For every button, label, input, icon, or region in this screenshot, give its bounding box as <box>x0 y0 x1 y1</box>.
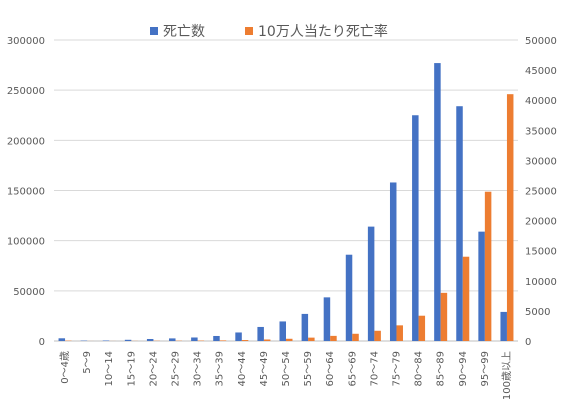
bar-deaths <box>146 338 154 341</box>
category-label: 85～89 <box>436 351 447 386</box>
bar-death-rate <box>286 338 293 341</box>
bar-death-rate <box>352 333 359 341</box>
bar-deaths <box>389 182 397 341</box>
bar-deaths <box>279 321 286 341</box>
right-tick-label: 5000 <box>525 307 550 318</box>
category-label: 5～9 <box>82 351 93 374</box>
left-tick-label: 300000 <box>7 36 45 47</box>
bar-deaths <box>456 106 463 341</box>
bar-deaths <box>235 332 242 341</box>
category-label: 50～54 <box>281 351 292 386</box>
category-label: 90～94 <box>458 351 469 386</box>
bar-death-rate <box>418 315 426 341</box>
right-tick-label: 35000 <box>525 126 557 137</box>
left-tick-label: 0 <box>39 337 45 348</box>
right-axis-ticks: 0 5000 10000 15000 20000 25000 30000 35000 40000… <box>525 36 557 348</box>
bar-deaths <box>124 339 132 341</box>
category-label: 65～69 <box>347 351 358 386</box>
right-tick-label: 25000 <box>525 187 557 198</box>
legend: 死亡数 10万人当たり死亡率 <box>150 23 388 40</box>
bar-deaths <box>257 326 264 341</box>
left-tick-label: 100000 <box>7 237 45 248</box>
bar-deaths <box>213 335 220 341</box>
left-axis-ticks: 0 50000 100000 150000 200000 250000 300000 <box>7 36 45 348</box>
right-tick-label: 10000 <box>525 277 557 288</box>
bar-deaths <box>434 63 441 342</box>
category-label: 60～64 <box>325 351 336 386</box>
legend-swatch-death-rate <box>245 27 253 35</box>
bar-death-rate <box>241 340 249 341</box>
category-label: 80～84 <box>414 351 425 386</box>
bar-death-rate <box>330 335 337 341</box>
legend-label-deaths: 死亡数 <box>163 24 205 40</box>
category-label: 0～4歳 <box>59 351 71 384</box>
category-label: 95～99 <box>480 351 491 386</box>
category-label: 15～19 <box>126 351 137 386</box>
bar-deaths <box>58 338 66 341</box>
category-label: 25～29 <box>171 351 182 386</box>
category-label: 55～59 <box>303 351 314 386</box>
legend-label-death-rate: 10万人当たり死亡率 <box>258 23 388 40</box>
bar-death-rate <box>374 330 381 341</box>
right-tick-label: 20000 <box>525 217 557 228</box>
category-label: 100歳以上 <box>501 351 513 400</box>
bar-deaths <box>412 115 419 341</box>
bar-death-rate <box>263 339 271 341</box>
bar-death-rate <box>308 337 315 341</box>
left-tick-label: 200000 <box>7 136 45 147</box>
bars <box>58 63 514 342</box>
right-tick-label: 40000 <box>525 96 557 107</box>
right-tick-label: 15000 <box>525 247 557 258</box>
bar-death-rate <box>462 256 470 341</box>
category-label: 10～14 <box>104 351 115 386</box>
right-tick-label: 0 <box>525 337 531 348</box>
category-label: 20～24 <box>148 351 159 386</box>
right-tick-label: 30000 <box>525 156 557 167</box>
right-tick-label: 45000 <box>525 66 557 77</box>
bar-deaths <box>169 338 176 341</box>
bar-death-rate <box>396 325 403 341</box>
bar-death-rate <box>506 94 514 342</box>
category-label: 75～79 <box>391 351 402 386</box>
bar-deaths <box>478 231 485 341</box>
category-label: 30～34 <box>193 351 204 386</box>
category-label: 35～39 <box>215 351 226 386</box>
bar-death-rate <box>484 191 492 341</box>
bar-deaths <box>323 297 331 341</box>
bar-deaths <box>102 340 110 341</box>
left-tick-label: 50000 <box>13 287 45 298</box>
category-label: 70～74 <box>369 351 380 386</box>
category-label: 40～44 <box>237 351 248 386</box>
bar-deaths <box>367 226 375 341</box>
gridlines <box>54 39 518 342</box>
right-tick-label: 50000 <box>525 36 557 47</box>
category-labels: 0～4歳 5～9 10～14 15～19 20～24 25～29 30～34 35～39 40～… <box>59 351 513 400</box>
bar-deaths <box>345 254 353 341</box>
category-label: 45～49 <box>259 351 270 386</box>
left-tick-label: 150000 <box>7 187 45 198</box>
bar-deaths <box>191 337 198 341</box>
left-tick-label: 250000 <box>7 86 45 97</box>
bar-death-rate <box>219 340 227 341</box>
bar-deaths <box>500 311 507 341</box>
bar-deaths <box>301 313 309 341</box>
legend-swatch-deaths <box>150 27 158 35</box>
bar-death-rate <box>440 292 448 341</box>
